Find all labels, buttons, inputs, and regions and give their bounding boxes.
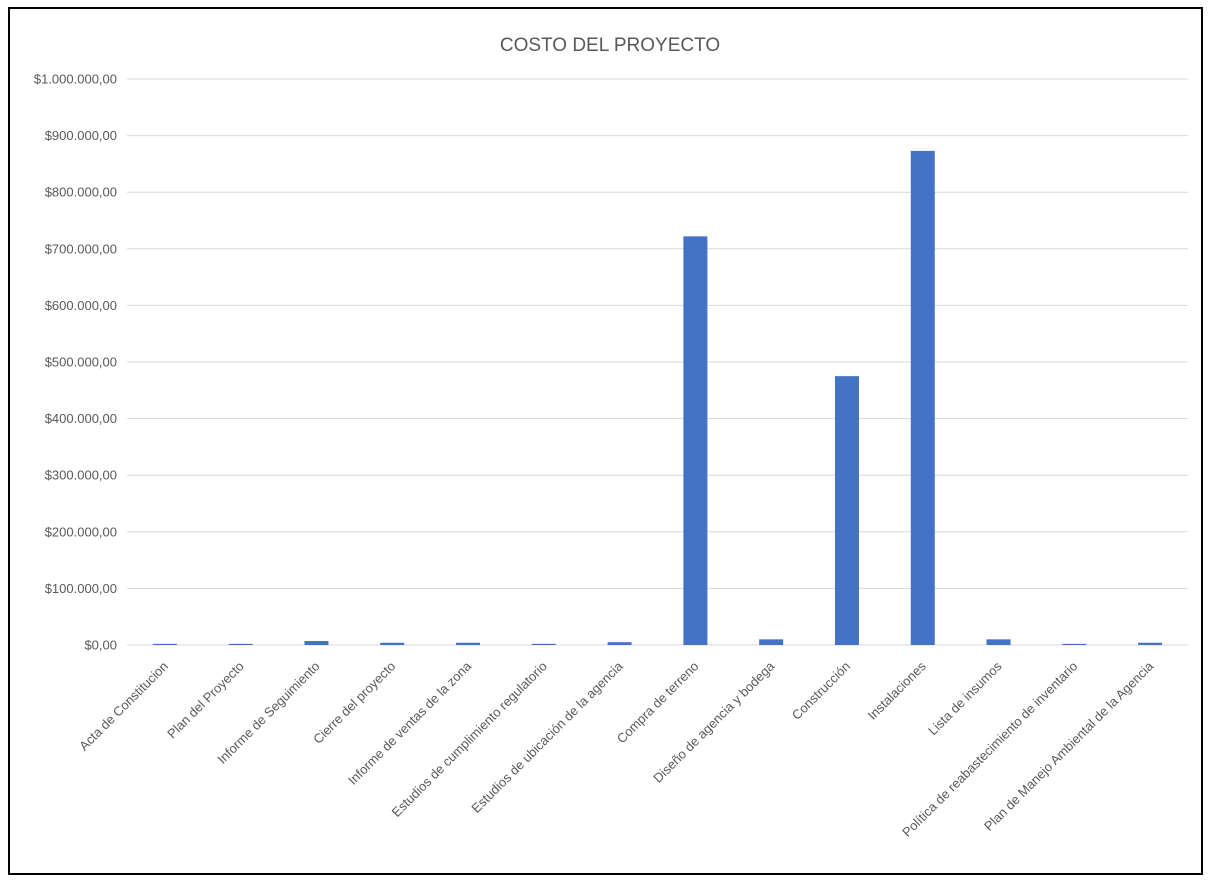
bar <box>759 639 784 645</box>
bar <box>531 643 556 645</box>
x-tick-label: Plan del Proyecto <box>164 659 247 742</box>
chart-title: COSTO DEL PROYECTO <box>500 35 720 56</box>
bar <box>1138 642 1163 645</box>
bar <box>986 639 1011 645</box>
y-tick-label: $400.000,00 <box>45 411 117 426</box>
bar <box>456 642 481 645</box>
x-tick-label: Plan de Manejo Ambiental de la Agencia <box>981 658 1157 834</box>
bar <box>910 150 935 645</box>
y-tick-label: $1.000.000,00 <box>34 72 117 87</box>
y-tick-label: $600.000,00 <box>45 298 117 313</box>
y-tick-label: $200.000,00 <box>45 524 117 539</box>
bar-chart: COSTO DEL PROYECTO $0,00 $100.000,00 $200.… <box>34 35 1188 840</box>
y-tick-label: $700.000,00 <box>45 241 117 256</box>
bar <box>152 643 177 645</box>
x-tick-label: Construcción <box>789 659 853 723</box>
bar <box>1062 643 1087 645</box>
bar <box>380 642 405 645</box>
y-tick-label: $500.000,00 <box>45 355 117 370</box>
y-tick-label: $0,00 <box>84 638 117 653</box>
x-tick-label: Estudios de ubicación de la agencia <box>468 658 626 816</box>
y-tick-label: $300.000,00 <box>45 468 117 483</box>
bars <box>152 150 1163 645</box>
y-tick-label: $800.000,00 <box>45 185 117 200</box>
bar <box>683 236 708 645</box>
y-tick-label: $900.000,00 <box>45 128 117 143</box>
y-tick-label: $100.000,00 <box>45 581 117 596</box>
bar <box>834 376 859 645</box>
bar <box>607 642 632 645</box>
x-tick-label: Acta de Constitucion <box>76 659 171 754</box>
x-tick-label: Política de reabastecimiento de inventar… <box>899 659 1080 840</box>
x-tick-label: Instalaciones <box>865 658 930 723</box>
x-tick-label: Cierre del proyecto <box>310 659 398 747</box>
x-tick-label: Informe de ventas de la zona <box>345 658 475 788</box>
x-tick-label: Estudios de cumplimiento regulatorio <box>389 659 550 820</box>
x-tick-label: Compra de terreno <box>614 659 702 747</box>
gridlines <box>127 78 1188 646</box>
bar <box>304 641 329 645</box>
chart-frame: COSTO DEL PROYECTO $0,00 $100.000,00 $200.… <box>8 7 1203 875</box>
bar <box>228 643 253 645</box>
x-tick-label: Diseño de agencia y bodega <box>650 658 778 786</box>
x-tick-label: Lista de insumos <box>925 658 1005 738</box>
y-axis-tick-labels: $0,00 $100.000,00 $200.000,00 $300.000,00 $4… <box>34 72 117 653</box>
